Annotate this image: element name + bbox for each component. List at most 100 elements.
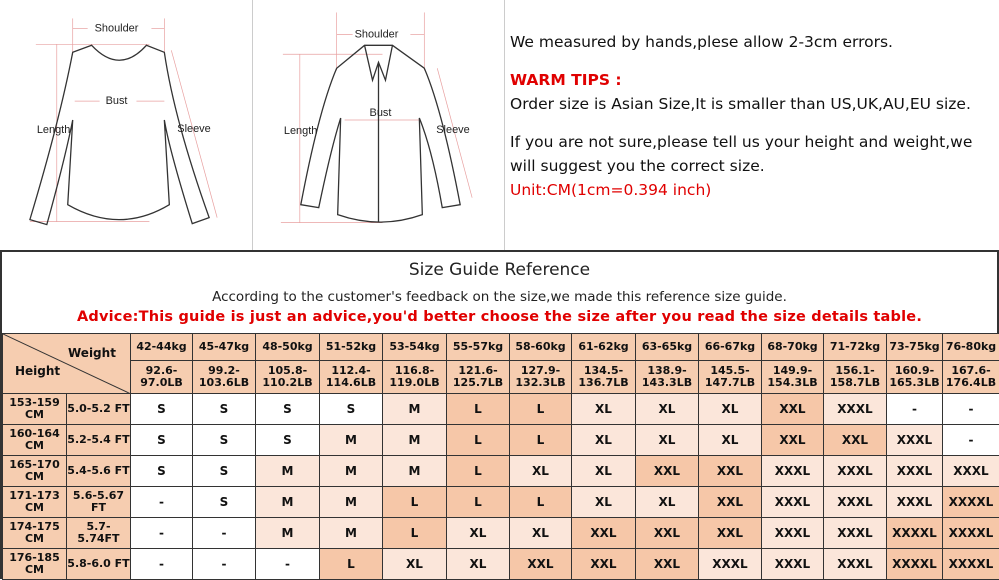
size-cell: L <box>383 487 447 518</box>
size-cell: XL <box>699 394 762 425</box>
size-cell: - <box>943 394 999 425</box>
height-cm: 153-159 CM <box>3 394 67 425</box>
size-guide: Size Guide Reference According to the cu… <box>0 250 999 579</box>
size-cell: XL <box>447 518 510 549</box>
size-cell: L <box>510 394 572 425</box>
sleeve-label: Sleeve <box>436 124 469 136</box>
size-cell: XXL <box>572 549 636 580</box>
size-cell: L <box>510 425 572 456</box>
weight-lb-header: 160.9-165.3LB <box>887 361 943 394</box>
size-cell: L <box>510 487 572 518</box>
height-ft: 5.2-5.4 FT <box>67 425 131 456</box>
unit-note: Unit:CM(1cm=0.394 inch) <box>510 178 995 202</box>
size-cell: S <box>256 394 320 425</box>
weight-lb-header: 99.2-103.6LB <box>193 361 256 394</box>
tshirt-diagram: Shoulder Bust Length Sleeve <box>0 0 253 250</box>
weight-kg-header: 42-44kg <box>131 334 193 361</box>
height-ft: 5.8-6.0 FT <box>67 549 131 580</box>
size-cell: XXL <box>762 425 824 456</box>
size-cell: XL <box>383 549 447 580</box>
size-cell: XXXXL <box>943 518 999 549</box>
size-cell: XL <box>636 425 699 456</box>
sleeve-label: Sleeve <box>177 123 210 135</box>
size-cell: XL <box>572 394 636 425</box>
height-ft: 5.0-5.2 FT <box>67 394 131 425</box>
weight-kg-header: 55-57kg <box>447 334 510 361</box>
size-cell: XXL <box>636 456 699 487</box>
weight-kg-header: 45-47kg <box>193 334 256 361</box>
weight-kg-header: 58-60kg <box>510 334 572 361</box>
size-cell: XXXXL <box>887 549 943 580</box>
size-cell: S <box>131 456 193 487</box>
size-cell: XL <box>636 394 699 425</box>
size-cell: XL <box>447 549 510 580</box>
size-cell: XXL <box>699 487 762 518</box>
weight-kg-header: 51-52kg <box>320 334 383 361</box>
size-guide-title: Size Guide Reference <box>2 260 997 280</box>
size-cell: S <box>131 394 193 425</box>
weight-label: Weight <box>68 347 116 359</box>
size-cell: - <box>131 518 193 549</box>
height-label: Height <box>15 365 60 377</box>
size-cell: XL <box>572 487 636 518</box>
size-cell: M <box>320 456 383 487</box>
shirt-diagram: Shoulder Bust Length Sleeve <box>253 0 505 250</box>
size-cell: S <box>320 394 383 425</box>
size-cell: - <box>131 487 193 518</box>
size-cell: L <box>447 487 510 518</box>
size-cell: XXXL <box>762 487 824 518</box>
height-cm: 171-173 CM <box>3 487 67 518</box>
size-cell: - <box>131 549 193 580</box>
size-cell: L <box>320 549 383 580</box>
size-cell: XXXL <box>824 456 887 487</box>
size-cell: XXXL <box>762 456 824 487</box>
size-cell: XXXL <box>824 518 887 549</box>
size-cell: L <box>447 425 510 456</box>
weight-lb-header: 138.9-143.3LB <box>636 361 699 394</box>
height-ft: 5.6-5.67 FT <box>67 487 131 518</box>
suggest-size-note: If you are not sure,please tell us your … <box>510 130 995 178</box>
weight-lb-header: 156.1-158.7LB <box>824 361 887 394</box>
weight-lb-header: 116.8-119.0LB <box>383 361 447 394</box>
weight-kg-header: 53-54kg <box>383 334 447 361</box>
size-guide-advice: Advice:This guide is just an advice,you'… <box>2 309 997 325</box>
size-guide-subtitle: According to the customer's feedback on … <box>2 289 997 305</box>
size-cell: XXL <box>636 549 699 580</box>
size-cell: XXXL <box>824 549 887 580</box>
warm-tips-title: WARM TIPS : <box>510 68 995 92</box>
weight-lb-header: 145.5-147.7LB <box>699 361 762 394</box>
size-cell: - <box>943 425 999 456</box>
size-cell: M <box>320 425 383 456</box>
weight-kg-header: 68-70kg <box>762 334 824 361</box>
size-cell: XXXL <box>824 487 887 518</box>
size-cell: XL <box>572 456 636 487</box>
size-cell: XXXXL <box>887 518 943 549</box>
weight-lb-header: 92.6-97.0LB <box>131 361 193 394</box>
asian-size-note: Order size is Asian Size,It is smaller t… <box>510 92 995 116</box>
weight-lb-header: 167.6-176.4LB <box>943 361 999 394</box>
measurement-notes: We measured by hands,plese allow 2-3cm e… <box>510 30 995 202</box>
height-cm: 160-164 CM <box>3 425 67 456</box>
weight-kg-header: 71-72kg <box>824 334 887 361</box>
size-cell: L <box>447 456 510 487</box>
size-cell: - <box>256 549 320 580</box>
size-cell: S <box>256 425 320 456</box>
height-cm: 174-175 CM <box>3 518 67 549</box>
size-cell: XXXL <box>699 549 762 580</box>
weight-kg-header: 63-65kg <box>636 334 699 361</box>
weight-lb-header: 121.6-125.7LB <box>447 361 510 394</box>
size-cell: M <box>256 487 320 518</box>
shoulder-label: Shoulder <box>95 22 139 34</box>
size-cell: XXXL <box>824 394 887 425</box>
size-cell: XXXXL <box>943 549 999 580</box>
size-cell: M <box>320 487 383 518</box>
size-cell: M <box>256 518 320 549</box>
size-cell: XXL <box>699 456 762 487</box>
height-cm: 165-170 CM <box>3 456 67 487</box>
bust-label: Bust <box>370 107 392 119</box>
